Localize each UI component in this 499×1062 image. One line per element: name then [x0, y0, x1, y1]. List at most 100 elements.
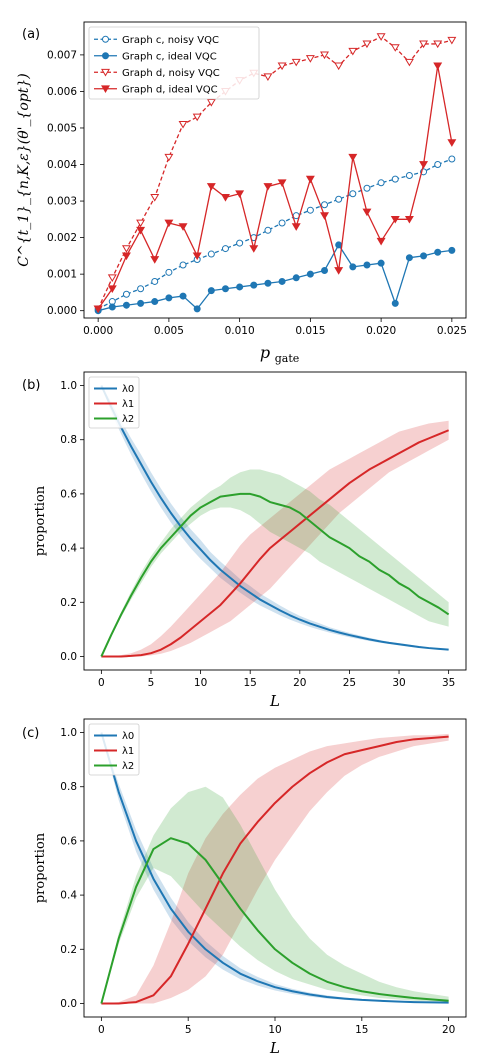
- data-point: [179, 261, 187, 269]
- legend-label-0: λ0: [122, 731, 134, 742]
- data-point: [263, 73, 273, 82]
- legend: Graph c, noisy VQC Graph c, ideal VQC Grap…: [88, 26, 260, 100]
- x-tick-label: 30: [392, 677, 405, 689]
- data-point: [447, 139, 457, 147]
- data-point: [150, 194, 160, 202]
- data-point: [448, 155, 456, 163]
- legend-label-0: λ0: [122, 384, 134, 395]
- data-point: [264, 226, 272, 234]
- confidence-band-0: [101, 732, 449, 1003]
- x-tick-label: 10: [194, 677, 207, 689]
- data-point: [433, 62, 443, 71]
- y-tick-label: 0.4: [60, 890, 77, 902]
- y-tick-label: 0.0: [60, 998, 77, 1010]
- data-point: [334, 62, 344, 71]
- data-point: [122, 301, 130, 309]
- chart-panel-b: (b) 0 5 10 15 20 25 30 35 0.0 0.2 0.4 0.6 0.8 1.0 Lprop…: [22, 371, 467, 710]
- y-axis-label: C^{t_1}_{n,K,ε}(θ'_{opt}): [16, 73, 32, 267]
- y-tick-label: 1.0: [60, 380, 77, 392]
- x-tick-label: 5: [185, 1024, 192, 1036]
- data-point: [305, 55, 315, 63]
- data-point: [306, 206, 314, 214]
- plot-area: [84, 372, 466, 670]
- y-tick-label: 0.001: [47, 269, 77, 281]
- y-tick-label: 0.003: [47, 196, 77, 208]
- data-point: [320, 51, 329, 60]
- confidence-band-0: [101, 385, 449, 651]
- legend-label-2: λ2: [122, 414, 134, 425]
- data-point: [93, 305, 103, 314]
- series-line-0: [100, 732, 449, 1004]
- data-point: [137, 285, 145, 293]
- data-point: [291, 58, 301, 67]
- y-tick-label: 0.6: [60, 835, 77, 847]
- data-point: [348, 153, 358, 162]
- data-point: [165, 294, 173, 302]
- data-point: [321, 266, 329, 274]
- data-point: [335, 195, 343, 203]
- legend-label-2: Graph d, noisy VQC: [122, 68, 220, 79]
- data-point: [236, 239, 244, 247]
- y-tick-label: 0.4: [60, 543, 77, 555]
- data-point: [305, 175, 315, 184]
- y-tick-label: 0.2: [60, 597, 77, 609]
- data-point: [277, 62, 287, 71]
- x-tick-label: 0: [98, 677, 105, 689]
- legend-label-3: Graph d, ideal VQC: [122, 84, 218, 95]
- x-tick-label: 5: [148, 677, 155, 689]
- data-point: [150, 256, 160, 264]
- panel-label: (c): [22, 726, 39, 741]
- data-point: [221, 194, 230, 202]
- data-point: [165, 268, 173, 276]
- x-tick-label: 0.005: [154, 325, 184, 337]
- series-line-1: [101, 429, 450, 658]
- data-point: [321, 201, 329, 209]
- x-axis-label: p: [260, 343, 270, 362]
- data-point: [107, 285, 117, 293]
- data-point: [404, 58, 414, 67]
- data-point: [405, 254, 413, 262]
- data-point: [434, 161, 442, 169]
- y-axis-label: proportion: [33, 832, 48, 903]
- series-line-2: [100, 837, 449, 1004]
- series-line-2: [97, 35, 453, 310]
- data-point: [164, 153, 174, 162]
- x-tick-label: 0.020: [366, 325, 396, 337]
- series-line-0: [100, 385, 449, 651]
- confidence-band-1: [101, 733, 449, 1004]
- legend: λ0 λ1 λ2: [88, 376, 140, 429]
- y-tick-label: 0.000: [47, 305, 77, 317]
- data-point: [447, 36, 457, 45]
- data-point: [263, 183, 273, 191]
- legend-marker-2: [101, 68, 110, 77]
- x-tick-label: 0.015: [295, 325, 325, 337]
- legend-marker-3: [101, 85, 110, 93]
- confidence-band-2: [101, 469, 449, 657]
- data-point: [249, 245, 259, 253]
- x-tick-label: 0: [98, 1024, 105, 1036]
- data-point: [122, 290, 130, 298]
- legend-label-0: Graph c, noisy VQC: [122, 35, 219, 46]
- legend-box: [88, 26, 260, 100]
- data-point: [108, 303, 116, 311]
- data-point: [235, 190, 245, 198]
- y-tick-label: 0.2: [60, 944, 77, 956]
- data-point: [221, 245, 229, 253]
- data-point: [164, 219, 174, 228]
- data-point: [376, 33, 386, 41]
- legend-marker-1: [102, 52, 109, 60]
- data-point: [192, 252, 202, 261]
- x-tick-label: 15: [355, 1024, 368, 1036]
- data-point: [278, 219, 286, 227]
- data-point: [362, 40, 372, 49]
- data-point: [206, 183, 216, 191]
- y-tick-label: 0.6: [60, 488, 77, 500]
- confidence-band-2: [101, 786, 449, 1004]
- data-point: [390, 215, 400, 224]
- data-point: [434, 248, 442, 256]
- data-point: [306, 270, 314, 278]
- chart-panel-a: (a) 0.000 0.005 0.010 0.015 0.020 0.025 0.000 0.…: [16, 21, 467, 365]
- data-point: [349, 190, 357, 198]
- data-point: [320, 212, 329, 220]
- data-point: [192, 113, 202, 122]
